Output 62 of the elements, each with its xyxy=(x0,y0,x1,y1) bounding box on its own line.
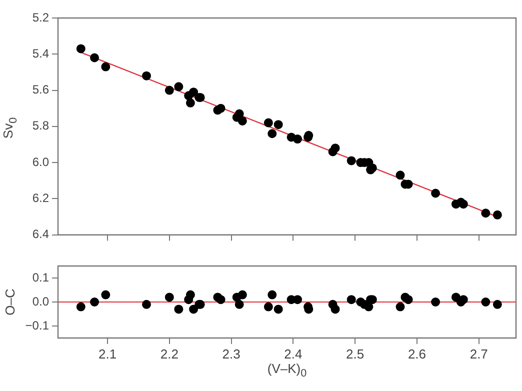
point xyxy=(346,295,356,304)
point xyxy=(216,295,226,304)
point xyxy=(186,290,195,300)
point xyxy=(174,304,184,314)
point xyxy=(293,134,302,144)
x-tick-label: 2.3 xyxy=(222,346,240,362)
point xyxy=(174,82,184,92)
x-tick-label: 2.4 xyxy=(284,346,302,362)
point xyxy=(492,300,502,309)
x-tick-label: 2.7 xyxy=(470,346,488,362)
point xyxy=(101,290,110,300)
y-tick-label: 0.0 xyxy=(32,294,50,308)
point xyxy=(268,129,277,138)
x-tick-label: 2.5 xyxy=(346,346,364,362)
point xyxy=(458,200,468,209)
y-tick-label: 0.1 xyxy=(32,270,50,284)
point xyxy=(216,104,226,113)
y-axis-title: O–C xyxy=(2,288,18,316)
point xyxy=(492,210,502,220)
point xyxy=(189,304,198,314)
point xyxy=(404,295,413,304)
point xyxy=(396,170,405,180)
point xyxy=(238,290,247,300)
point xyxy=(274,304,283,314)
y-tick-label: 6.0 xyxy=(32,154,50,169)
point xyxy=(90,53,100,62)
point xyxy=(330,304,340,314)
y-tick-label: 5.6 xyxy=(32,82,50,97)
point xyxy=(90,298,100,306)
point xyxy=(238,116,247,126)
point xyxy=(293,295,302,304)
point xyxy=(76,44,86,54)
point xyxy=(481,208,490,218)
point xyxy=(142,71,152,80)
point xyxy=(186,98,195,108)
x-tick-label: 2.1 xyxy=(98,346,117,362)
point xyxy=(164,292,174,302)
point xyxy=(481,298,490,306)
point xyxy=(264,118,273,128)
point xyxy=(431,298,440,306)
point xyxy=(76,302,86,312)
point xyxy=(142,300,152,309)
x-axis-title: (V–K)$_{0}$ xyxy=(267,361,307,380)
x-tick-label: 2.2 xyxy=(160,346,178,362)
point xyxy=(396,302,405,312)
point xyxy=(264,302,273,312)
x-tick-label: 2.6 xyxy=(408,346,426,362)
y-tick-label: 5.2 xyxy=(32,10,50,24)
y-tick-label: 6.2 xyxy=(32,190,50,205)
y-tick-label: −0.1 xyxy=(25,318,50,332)
point xyxy=(274,120,283,130)
point xyxy=(330,144,340,153)
y-tick-label: 6.4 xyxy=(32,227,50,242)
point xyxy=(164,86,174,95)
point xyxy=(234,300,244,309)
point xyxy=(189,88,198,97)
y-tick-label: 5.8 xyxy=(32,118,50,133)
point xyxy=(431,188,440,198)
point xyxy=(101,62,110,72)
point xyxy=(346,156,356,166)
y-tick-label: 5.4 xyxy=(32,46,50,60)
point xyxy=(268,290,277,300)
